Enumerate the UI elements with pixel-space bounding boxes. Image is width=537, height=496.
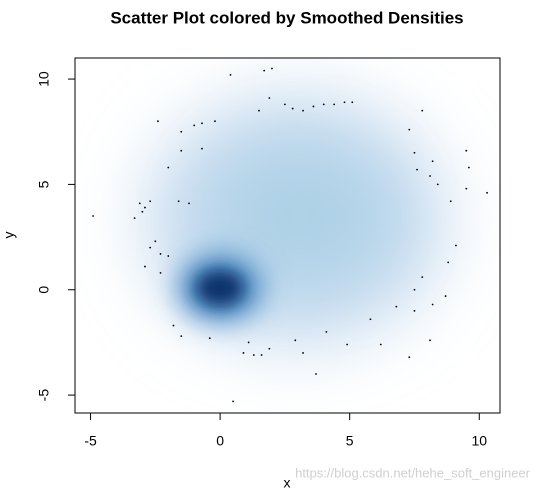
point (436, 183, 439, 186)
y-tick-label: 0 (36, 286, 52, 294)
point (465, 149, 468, 152)
point (429, 339, 431, 342)
point (455, 244, 457, 247)
point (201, 122, 203, 125)
point (144, 206, 146, 209)
point (177, 200, 180, 203)
point (242, 352, 245, 354)
point (486, 191, 488, 194)
point (180, 149, 183, 152)
point (159, 253, 162, 255)
x-tick-label: 5 (346, 433, 354, 449)
points (92, 67, 488, 403)
x-axis-label: x (284, 475, 291, 491)
point (408, 356, 411, 359)
point (416, 168, 418, 171)
x-tick-label: 0 (216, 433, 224, 449)
point (271, 67, 273, 70)
point (180, 335, 183, 338)
point (312, 105, 315, 108)
point (141, 210, 144, 213)
point (133, 217, 136, 220)
point (369, 318, 372, 321)
point (431, 303, 434, 306)
point (154, 240, 157, 243)
point (294, 339, 297, 342)
y-tick-label: 10 (36, 71, 52, 87)
point (268, 347, 271, 350)
point (395, 305, 398, 308)
x-tick-label: 10 (471, 433, 487, 449)
point (260, 354, 263, 356)
point (346, 343, 349, 346)
point (333, 103, 336, 106)
point (322, 103, 325, 106)
point (449, 200, 452, 203)
point (431, 160, 434, 163)
point (149, 246, 152, 249)
point (413, 151, 416, 154)
point (421, 109, 424, 112)
y-tick-label: -5 (36, 389, 52, 402)
point (429, 175, 431, 177)
point (291, 107, 294, 110)
point (315, 373, 317, 375)
point (413, 288, 416, 291)
point (465, 187, 468, 190)
point (229, 73, 232, 76)
x-tick-label: -5 (84, 433, 97, 449)
point (284, 103, 286, 106)
density-core (196, 270, 244, 306)
point (208, 337, 211, 340)
point (157, 120, 159, 123)
point (325, 330, 328, 333)
point (413, 309, 416, 312)
point (421, 276, 424, 279)
point (144, 265, 146, 268)
point (92, 215, 95, 217)
point (268, 97, 271, 99)
point (343, 101, 346, 104)
point (252, 354, 255, 356)
point (167, 255, 170, 257)
point (172, 324, 175, 327)
point (444, 295, 447, 297)
chart-title: Scatter Plot colored by Smoothed Densiti… (110, 8, 463, 27)
point (138, 202, 141, 205)
point (149, 200, 152, 203)
point (468, 166, 470, 169)
point (351, 101, 354, 104)
point (159, 271, 162, 274)
y-axis-label: y (1, 232, 17, 239)
point (379, 343, 382, 346)
point (263, 69, 266, 72)
density-image (145, 95, 445, 345)
point (214, 120, 216, 123)
point (232, 400, 234, 403)
point (201, 147, 203, 150)
point (302, 352, 304, 354)
watermark: https://blog.csdn.net/hehe_soft_engineer (295, 465, 531, 480)
density-cloud (210, 145, 390, 285)
point (180, 130, 183, 133)
point (258, 109, 260, 112)
point (447, 261, 450, 264)
point (247, 341, 250, 344)
y-tick-label: 5 (36, 180, 52, 188)
point (188, 202, 190, 205)
point (408, 128, 411, 131)
point (193, 124, 196, 127)
point (302, 109, 304, 112)
point (167, 166, 170, 169)
